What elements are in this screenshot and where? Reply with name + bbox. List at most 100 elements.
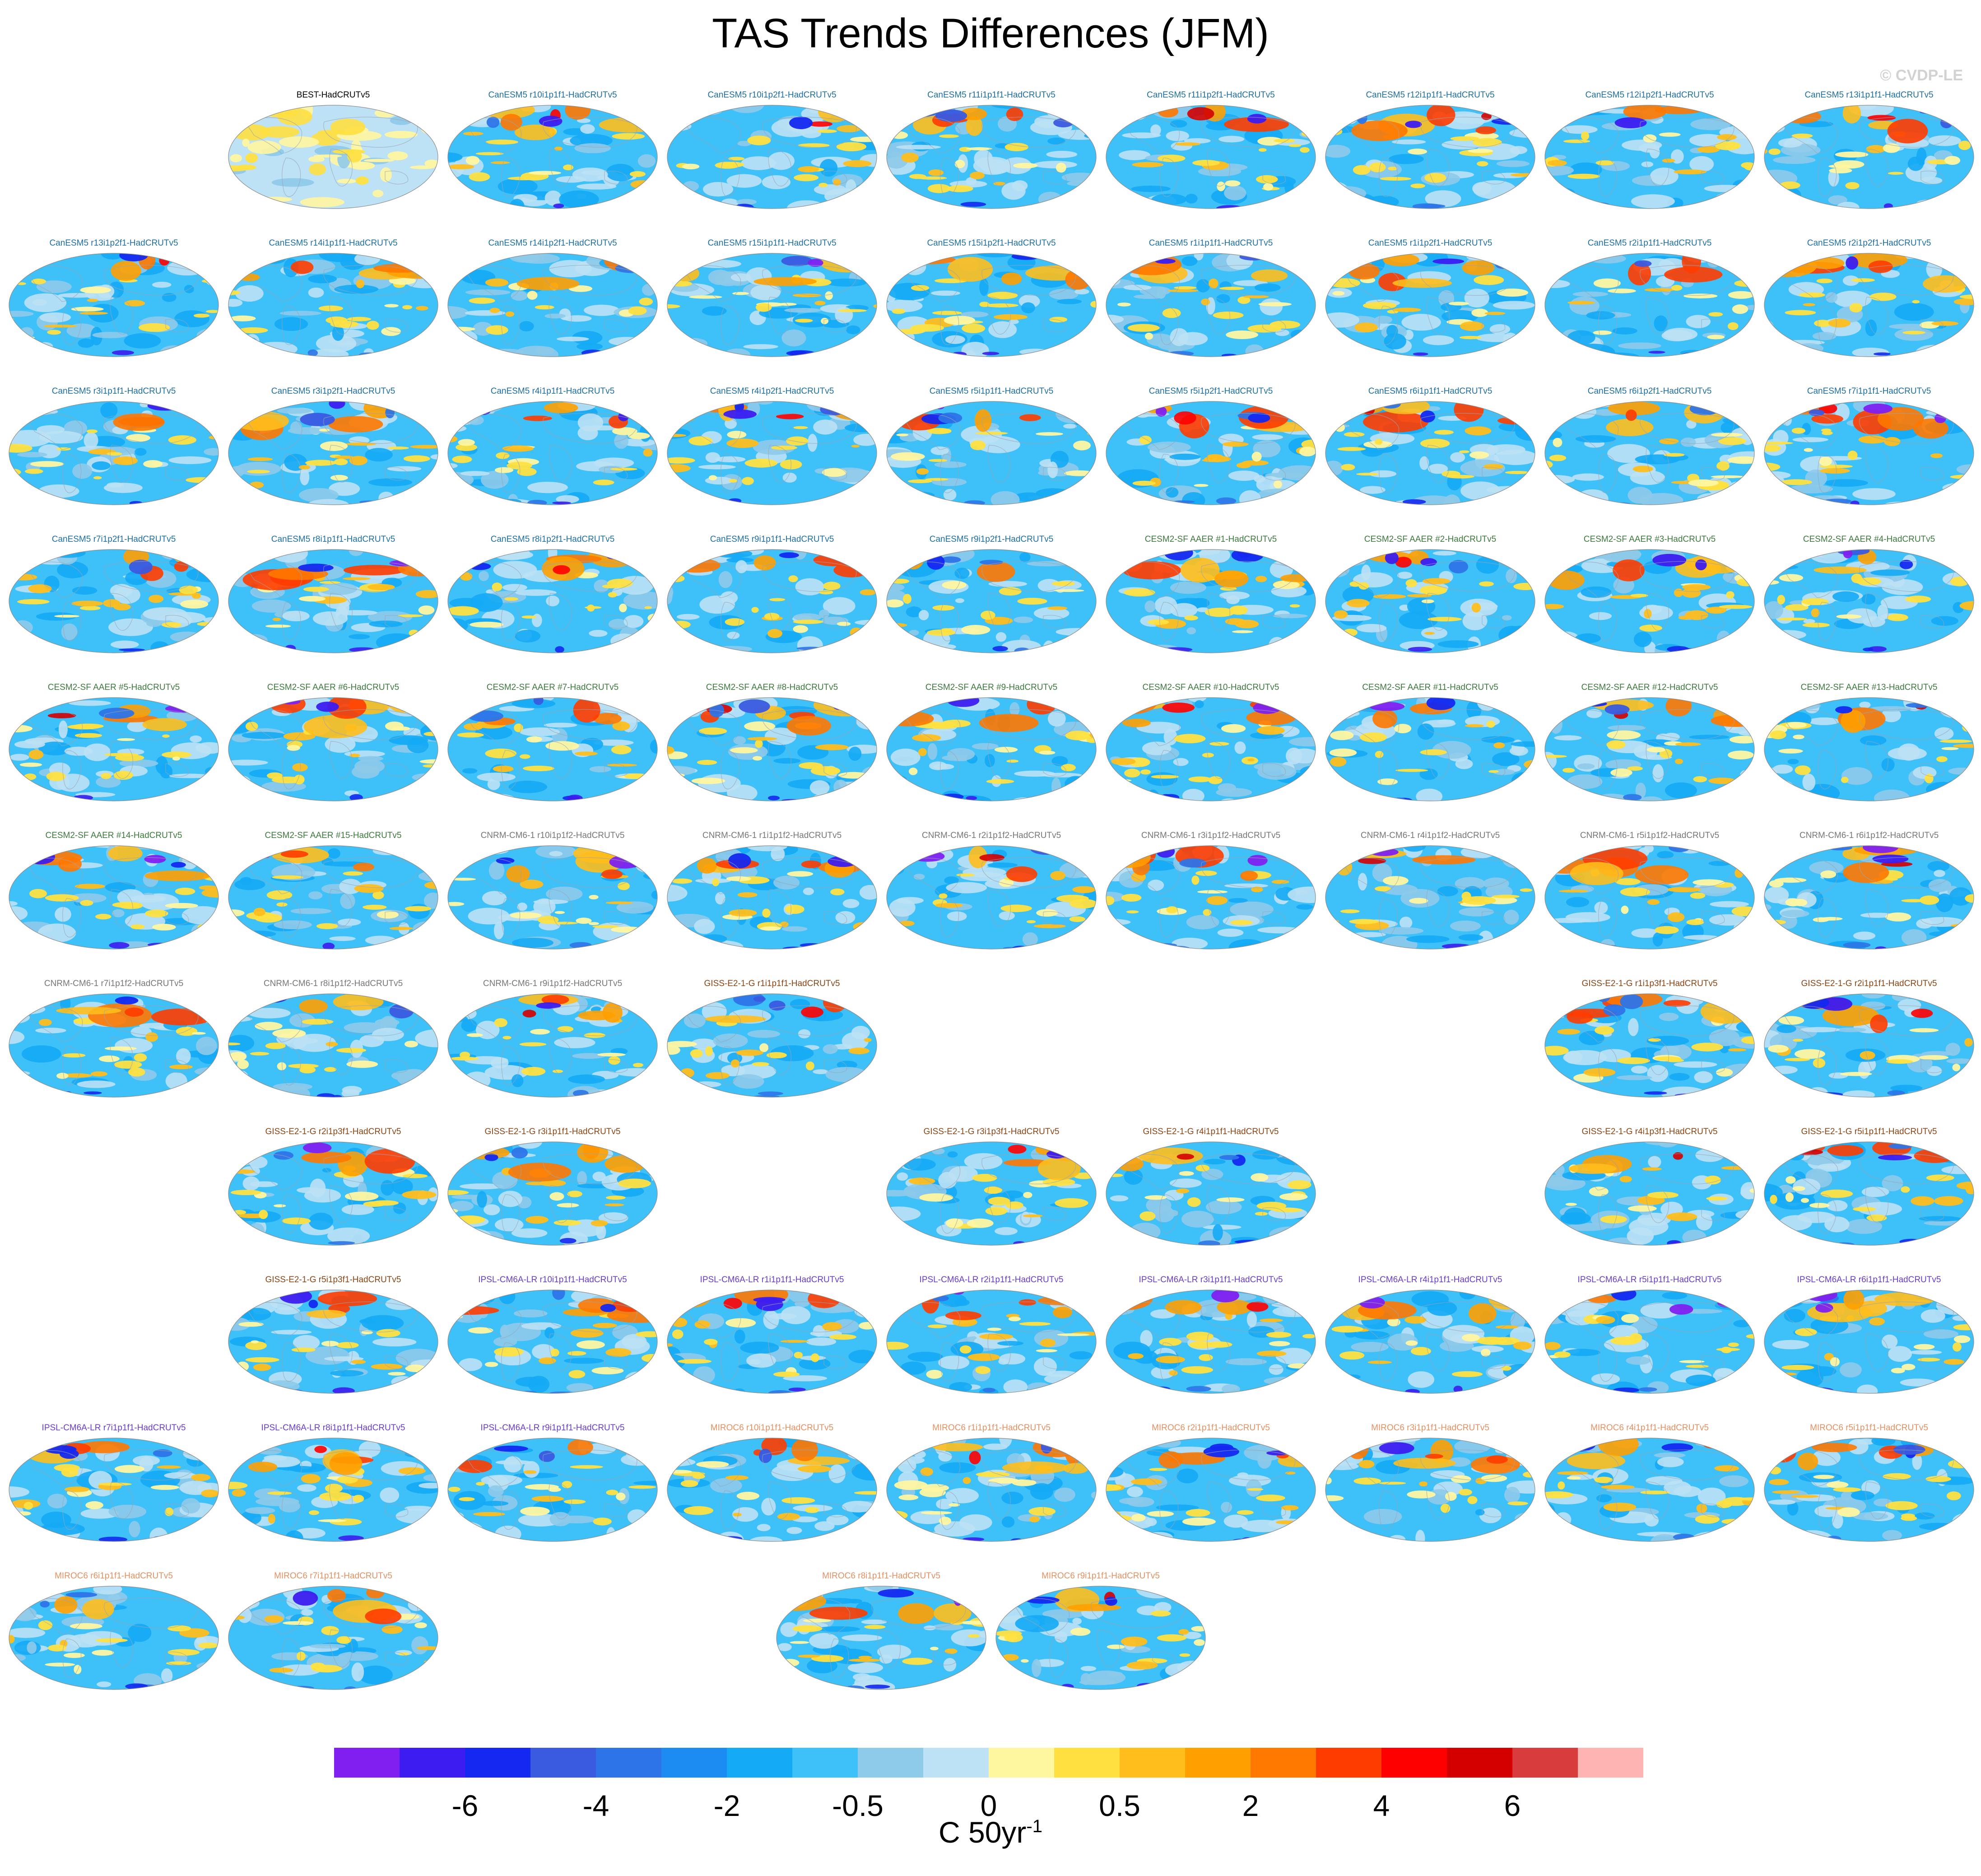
map-panel: CNRM-CM6-1 r7i1p1f2-HadCRUTv5 — [5, 979, 222, 1101]
globe-map — [1544, 253, 1755, 357]
globe-outline — [886, 697, 1097, 801]
panel-title: CESM2-SF AAER #10-HadCRUTv5 — [1142, 683, 1279, 692]
map-panel: CNRM-CM6-1 r4i1p1f2-HadCRUTv5 — [1322, 831, 1539, 953]
globe-outline — [9, 697, 219, 801]
globe-map — [447, 549, 658, 653]
panel-title: CanESM5 r6i1p2f1-HadCRUTv5 — [1587, 386, 1712, 396]
panel-title: CNRM-CM6-1 r7i1p1f2-HadCRUTv5 — [44, 979, 184, 988]
panel-title: CESM2-SF AAER #12-HadCRUTv5 — [1581, 683, 1718, 692]
panel-title: GISS-E2-1-G r1i1p3f1-HadCRUTv5 — [1581, 979, 1718, 988]
panel-title: GISS-E2-1-G r1i1p1f1-HadCRUTv5 — [704, 979, 840, 988]
globe-outline — [1325, 1438, 1535, 1542]
panel-title: CanESM5 r4i1p1f1-HadCRUTv5 — [490, 386, 615, 396]
map-panel: CanESM5 r10i1p2f1-HadCRUTv5 — [664, 90, 880, 213]
globe-map — [1106, 105, 1316, 209]
panel-title: MIROC6 r9i1p1f1-HadCRUTv5 — [1042, 1571, 1160, 1581]
globe-map — [1106, 1289, 1316, 1394]
globe-outline — [667, 1438, 877, 1542]
colorbar-tick-label: 0 — [980, 1789, 997, 1822]
panel-title: MIROC6 r8i1p1f1-HadCRUTv5 — [822, 1571, 940, 1581]
map-panel: CanESM5 r8i1p2f1-HadCRUTv5 — [444, 535, 661, 657]
globe-outline — [228, 253, 438, 357]
map-panel: CanESM5 r4i1p1f1-HadCRUTv5 — [444, 386, 661, 509]
globe-map — [1325, 549, 1535, 653]
panel-title: GISS-E2-1-G r4i1p3f1-HadCRUTv5 — [1581, 1127, 1718, 1136]
globe-outline — [1325, 1289, 1535, 1394]
map-panel: GISS-E2-1-G r3i1p1f1-HadCRUTv5 — [444, 1127, 661, 1249]
colorbar-swatch — [923, 1748, 989, 1778]
panel-title: IPSL-CM6A-LR r6i1p1f1-HadCRUTv5 — [1797, 1275, 1941, 1285]
globe-map — [995, 1586, 1206, 1690]
globe-outline — [1106, 1141, 1316, 1246]
globe-outline — [9, 845, 219, 950]
colorbar-tick-label: 0.5 — [1099, 1789, 1140, 1822]
colorbar-swatch — [1381, 1748, 1447, 1778]
colorbar-swatch — [400, 1748, 465, 1778]
map-panel: MIROC6 r10i1p1f1-HadCRUTv5 — [664, 1423, 880, 1545]
panel-title: CanESM5 r2i1p1f1-HadCRUTv5 — [1587, 238, 1712, 248]
globe-outline — [228, 549, 438, 653]
globe-map — [667, 401, 877, 505]
map-panel: CESM2-SF AAER #10-HadCRUTv5 — [1102, 683, 1319, 805]
panel-title: CNRM-CM6-1 r3i1p1f2-HadCRUTv5 — [1141, 831, 1281, 840]
globe-map — [1764, 105, 1974, 209]
globe-map — [1544, 549, 1755, 653]
globe-outline — [228, 993, 438, 1098]
panel-title: CESM2-SF AAER #7-HadCRUTv5 — [486, 683, 619, 692]
globe-outline — [1764, 1289, 1974, 1394]
panel-title: GISS-E2-1-G r4i1p1f1-HadCRUTv5 — [1143, 1127, 1279, 1136]
map-panel: BEST-HadCRUTv5 — [225, 90, 442, 213]
globe-outline — [1764, 993, 1974, 1098]
globe-outline — [1764, 697, 1974, 801]
map-panel: CanESM5 r9i1p1f1-HadCRUTv5 — [664, 535, 880, 657]
panel-title: MIROC6 r4i1p1f1-HadCRUTv5 — [1590, 1423, 1709, 1433]
globe-map — [228, 549, 438, 653]
globe-outline — [1544, 549, 1755, 653]
colorbar-swatch — [1578, 1748, 1643, 1778]
panel-title: MIROC6 r2i1p1f1-HadCRUTv5 — [1152, 1423, 1270, 1433]
globe-outline — [1325, 697, 1535, 801]
map-panel: CanESM5 r13i1p1f1-HadCRUTv5 — [1761, 90, 1977, 213]
globe-outline — [886, 1289, 1097, 1394]
colorbar-tick-label: -6 — [451, 1789, 479, 1822]
map-panel: CanESM5 r4i1p2f1-HadCRUTv5 — [664, 386, 880, 509]
copyright-watermark: © CVDP-LE — [1880, 67, 1963, 84]
panel-title: CESM2-SF AAER #5-HadCRUTv5 — [47, 683, 180, 692]
globe-map — [228, 697, 438, 801]
globe-map — [667, 845, 877, 950]
globe-outline — [667, 845, 877, 950]
panel-title: CNRM-CM6-1 r8i1p1f2-HadCRUTv5 — [263, 979, 403, 988]
map-panel: CESM2-SF AAER #3-HadCRUTv5 — [1541, 535, 1758, 657]
globe-outline — [228, 1141, 438, 1246]
map-panel: CNRM-CM6-1 r2i1p1f2-HadCRUTv5 — [883, 831, 1100, 953]
globe-outline — [886, 845, 1097, 950]
globe-outline — [886, 105, 1097, 209]
globe-map — [1106, 1141, 1316, 1246]
globe-outline — [447, 1289, 658, 1394]
globe-map — [447, 993, 658, 1098]
globe-map — [1764, 1289, 1974, 1394]
panel-title: MIROC6 r7i1p1f1-HadCRUTv5 — [274, 1571, 392, 1581]
panel-title: IPSL-CM6A-LR r7i1p1f1-HadCRUTv5 — [42, 1423, 186, 1433]
panel-title: GISS-E2-1-G r3i1p3f1-HadCRUTv5 — [923, 1127, 1060, 1136]
map-panel: CanESM5 r12i1p2f1-HadCRUTv5 — [1541, 90, 1758, 213]
globe-map — [1544, 105, 1755, 209]
globe-map — [1544, 401, 1755, 505]
globe-outline — [1764, 105, 1974, 209]
panel-title: GISS-E2-1-G r3i1p1f1-HadCRUTv5 — [484, 1127, 621, 1136]
colorbar-swatch — [1185, 1748, 1251, 1778]
globe-outline — [447, 401, 658, 505]
globe-outline — [1544, 253, 1755, 357]
map-panel: CanESM5 r11i1p1f1-HadCRUTv5 — [883, 90, 1100, 213]
panel-title: CanESM5 r13i1p1f1-HadCRUTv5 — [1804, 90, 1934, 100]
map-panel: GISS-E2-1-G r2i1p3f1-HadCRUTv5 — [225, 1127, 442, 1249]
globe-outline — [1325, 253, 1535, 357]
map-panel: GISS-E2-1-G r2i1p1f1-HadCRUTv5 — [1761, 979, 1977, 1101]
globe-map — [667, 549, 877, 653]
panel-title: IPSL-CM6A-LR r5i1p1f1-HadCRUTv5 — [1577, 1275, 1722, 1285]
globe-outline — [1764, 1141, 1974, 1246]
panel-title: IPSL-CM6A-LR r9i1p1f1-HadCRUTv5 — [480, 1423, 625, 1433]
globe-map — [886, 253, 1097, 357]
globe-map — [886, 549, 1097, 653]
units-base: C 50yr — [939, 1815, 1027, 1849]
